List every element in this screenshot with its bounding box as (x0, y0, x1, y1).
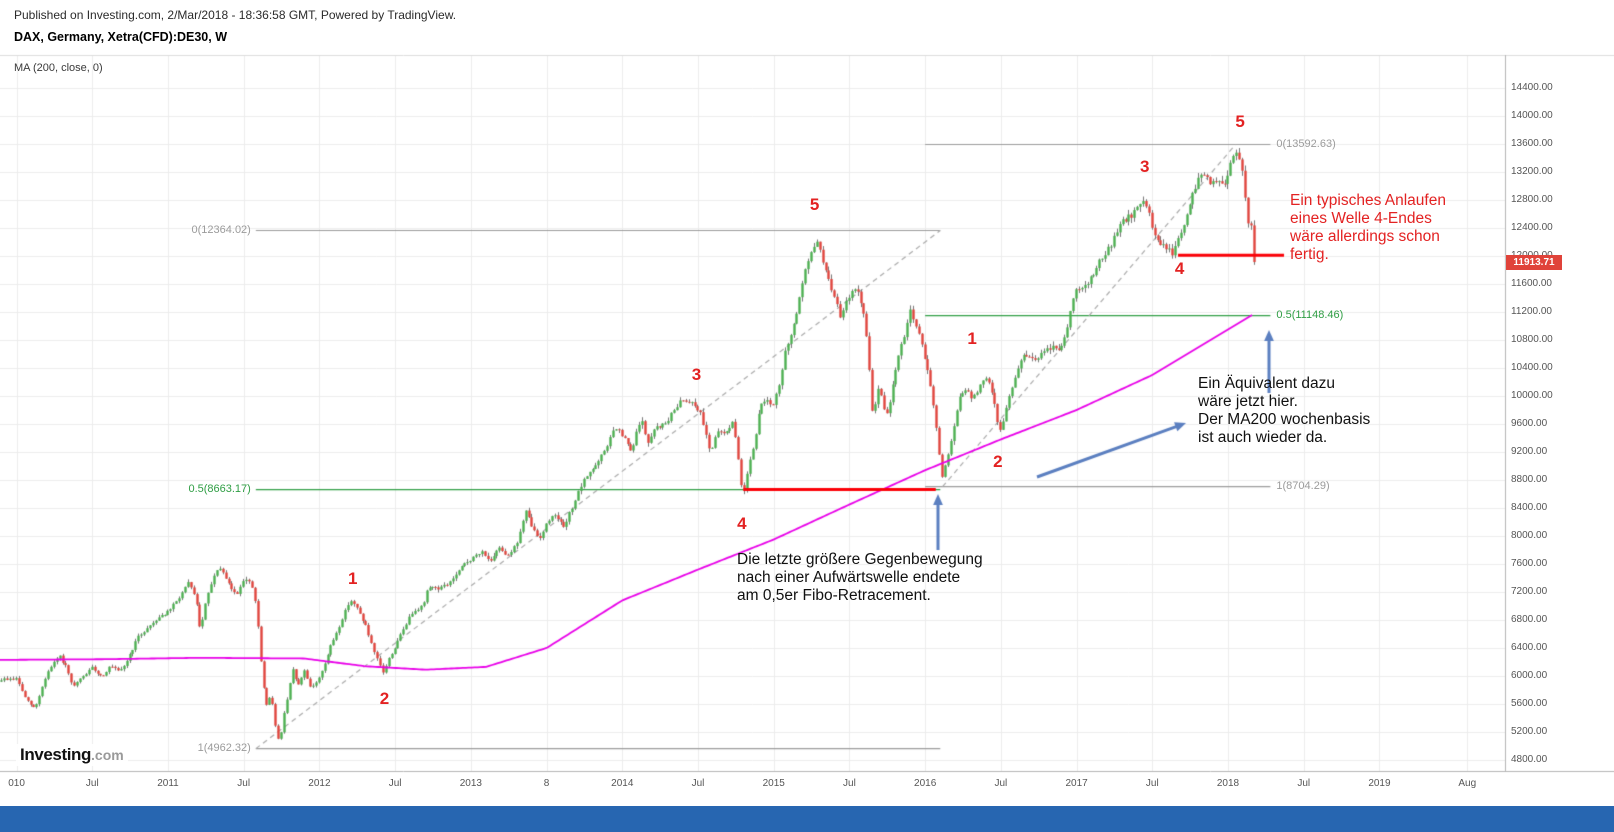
x-axis-label: Jul (691, 778, 705, 789)
x-axis-label: 2016 (914, 778, 937, 789)
x-axis-label: 2018 (1216, 778, 1240, 789)
y-axis-label: 10000.00 (1511, 390, 1553, 401)
y-axis-label: 14000.00 (1511, 110, 1553, 121)
x-axis-label: 2019 (1368, 778, 1391, 789)
price-axis[interactable]: 14400.00 14000.00 13600.00 13200.00 12800.00… (1505, 55, 1614, 771)
y-axis-label: 5600.00 (1511, 698, 1548, 709)
x-axis-label: 2013 (459, 778, 482, 789)
x-axis-label: 2015 (762, 778, 785, 789)
y-axis-label: 6000.00 (1511, 670, 1548, 681)
x-axis-label: Jul (1297, 778, 1311, 789)
y-axis-label: 6400.00 (1511, 642, 1548, 653)
y-axis-label: 10400.00 (1511, 362, 1553, 373)
y-axis-label: 9600.00 (1511, 418, 1548, 429)
y-axis-label: 7600.00 (1511, 558, 1548, 569)
x-axis-label: 010 (8, 778, 25, 789)
x-axis-label: Jul (843, 778, 856, 789)
y-axis-label: 13600.00 (1511, 138, 1553, 149)
y-axis-label: 13200.00 (1511, 166, 1553, 177)
x-axis-label: 2011 (157, 778, 179, 789)
y-axis-label: 11200.00 (1511, 306, 1552, 317)
x-axis-label: 2012 (308, 778, 331, 789)
x-axis-label: 8 (543, 778, 550, 789)
time-axis[interactable]: 010 Jul 2011 Jul 2012 Jul 2013 8 2014 Jul 2015 Jul 2… (0, 771, 1614, 805)
x-axis-label: 2014 (611, 778, 634, 789)
y-axis-label: 4800.00 (1511, 754, 1548, 765)
x-axis-label: Jul (85, 778, 99, 789)
y-axis-label: 8000.00 (1511, 530, 1548, 541)
bottom-toolbar (0, 806, 1614, 832)
price-chart-canvas[interactable] (0, 0, 1614, 806)
x-axis-label: Jul (994, 778, 1008, 789)
x-axis-label: Jul (237, 778, 251, 789)
y-axis-label: 14400.00 (1511, 82, 1553, 93)
y-axis-label: 11600.00 (1511, 278, 1552, 289)
y-axis-label: 8800.00 (1511, 474, 1548, 485)
x-axis-label: Aug (1458, 778, 1477, 789)
x-axis-label: 2017 (1065, 778, 1088, 789)
indicator-label: MA (200, close, 0) (14, 62, 103, 74)
published-line: Published on Investing.com, 2/Mar/2018 -… (14, 8, 457, 22)
last-price-badge: 11913.71 (1506, 255, 1562, 271)
x-axis-label: Jul (388, 778, 402, 789)
y-axis-label: 9200.00 (1511, 446, 1548, 457)
symbol-title: DAX, Germany, Xetra(CFD):DE30, W (14, 30, 228, 44)
y-axis-label: 7200.00 (1511, 586, 1548, 597)
y-axis-label: 12400.00 (1511, 222, 1553, 233)
y-axis-label: 12800.00 (1511, 194, 1553, 205)
y-axis-label: 5200.00 (1511, 726, 1548, 737)
y-axis-label: 6800.00 (1511, 614, 1548, 625)
y-axis-label: 8400.00 (1511, 502, 1548, 513)
x-axis-label: Jul (1145, 778, 1159, 789)
y-axis-label: 10800.00 (1511, 334, 1553, 345)
